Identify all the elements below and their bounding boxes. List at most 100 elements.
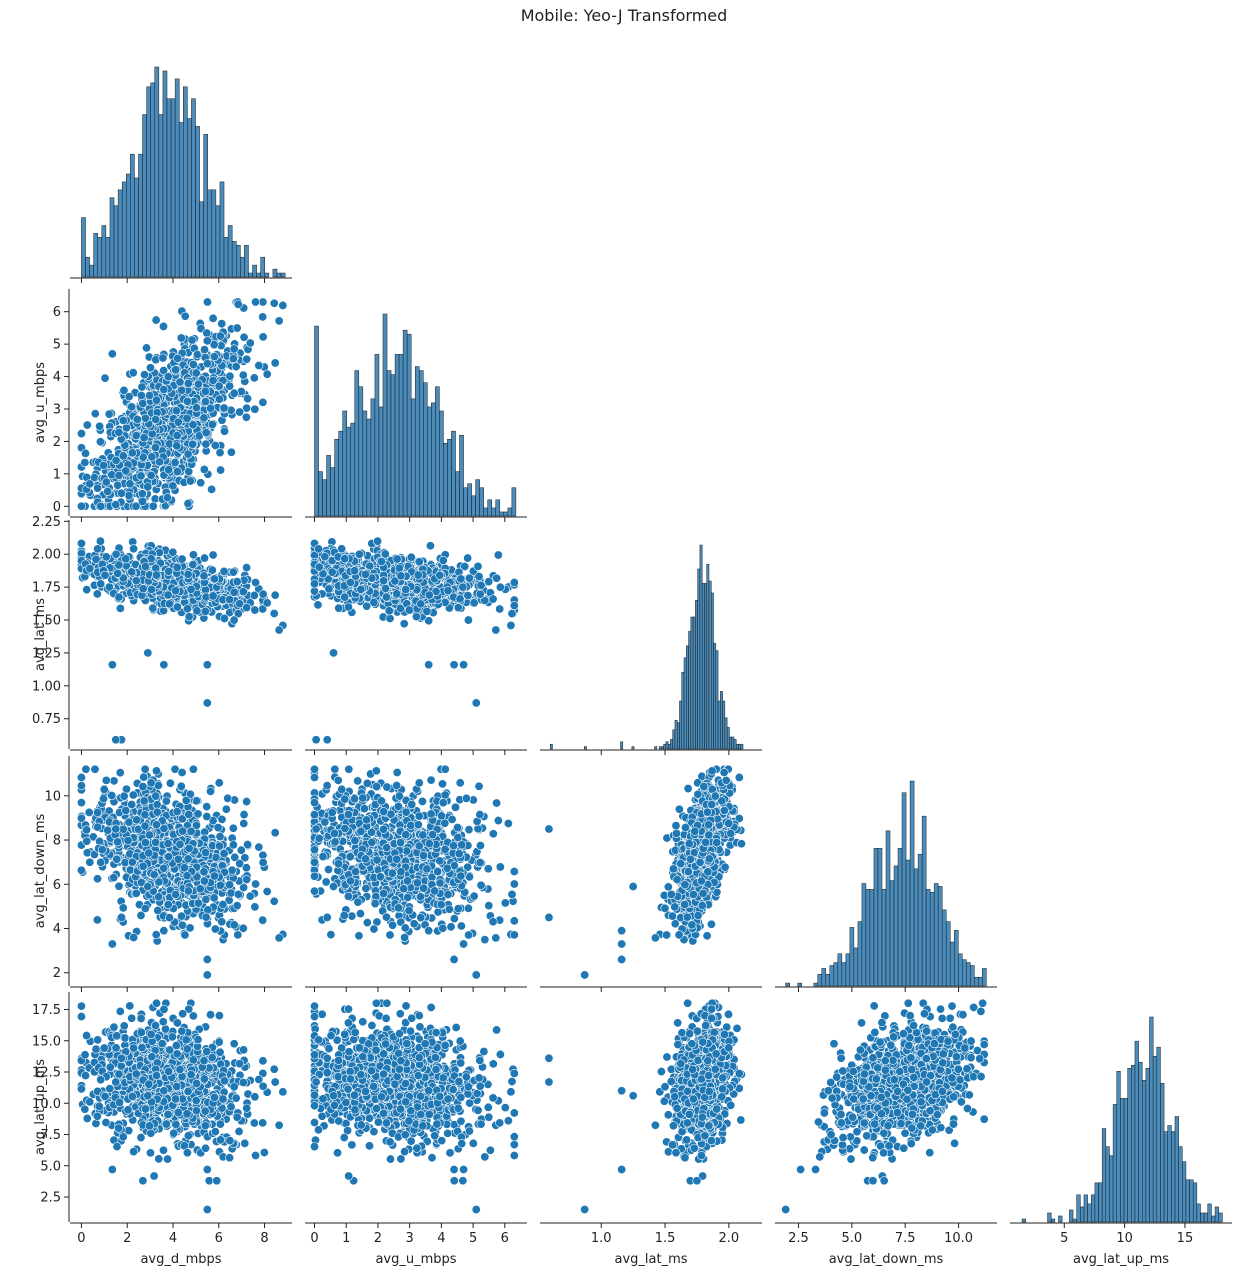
hist-bar-avg_d_mbps bbox=[130, 153, 135, 278]
scatter-point bbox=[219, 403, 229, 413]
scatter-point bbox=[96, 501, 106, 511]
scatter-point bbox=[124, 392, 134, 402]
hist-bar-avg_d_mbps bbox=[154, 66, 160, 278]
y-tick-label: 2.00 bbox=[32, 548, 61, 563]
hist-bar-avg_u_mbps bbox=[378, 406, 384, 517]
scatter-point bbox=[140, 413, 150, 423]
scatter-point bbox=[369, 597, 379, 607]
scatter-point bbox=[200, 386, 210, 396]
scatter-point bbox=[249, 373, 259, 383]
scatter-point bbox=[151, 395, 161, 405]
scatter-point bbox=[96, 579, 106, 589]
hist-bar-avg_u_mbps bbox=[386, 370, 392, 517]
hist-bar-avg_d_mbps bbox=[97, 237, 103, 278]
scatter-point bbox=[384, 606, 394, 616]
scatter-point bbox=[151, 414, 161, 424]
y-axis-label: avg_lat_ms bbox=[33, 598, 48, 671]
scatter-point bbox=[76, 538, 86, 548]
scatter-point bbox=[93, 808, 103, 818]
hist-bar-avg_d_mbps bbox=[199, 201, 204, 278]
hist-bar-avg_u_mbps bbox=[431, 402, 436, 517]
scatter-point bbox=[188, 360, 198, 370]
scatter-point bbox=[93, 874, 103, 884]
scatter-point bbox=[95, 437, 105, 447]
scatter-point bbox=[201, 912, 211, 922]
scatter-point bbox=[207, 420, 217, 430]
scatter-point bbox=[208, 313, 218, 323]
scatter-point bbox=[183, 854, 193, 864]
scatter-point bbox=[201, 439, 211, 449]
scatter-point bbox=[146, 470, 156, 480]
outlier-point bbox=[159, 385, 169, 395]
scatter-point bbox=[168, 481, 178, 491]
scatter-point bbox=[241, 412, 251, 422]
hist-bar-avg_d_mbps bbox=[280, 272, 286, 278]
hist-bar-avg_d_mbps bbox=[146, 86, 151, 278]
scatter-point bbox=[144, 848, 154, 858]
scatter-point bbox=[103, 825, 113, 835]
hist-bar-avg_d_mbps bbox=[126, 173, 131, 278]
scatter-point bbox=[258, 397, 268, 407]
scatter-point bbox=[147, 452, 157, 462]
hist-bar-avg_lat_ms bbox=[701, 583, 705, 750]
hist-bar-avg_d_mbps bbox=[105, 237, 111, 278]
hist-bar-avg_u_mbps bbox=[398, 354, 404, 517]
scatter-point bbox=[381, 592, 391, 602]
scatter-point bbox=[250, 902, 260, 912]
scatter-point bbox=[188, 420, 198, 430]
scatter-point bbox=[450, 802, 460, 812]
scatter-point bbox=[217, 814, 227, 824]
scatter-point bbox=[95, 536, 105, 546]
outlier-point bbox=[116, 488, 126, 498]
hist-bar-avg_d_mbps bbox=[223, 237, 229, 278]
scatter-point bbox=[101, 775, 111, 785]
hist-bar-avg_lat_ms bbox=[686, 645, 689, 750]
scatter-point bbox=[406, 552, 416, 562]
scatter-point bbox=[180, 930, 190, 940]
scatter-point bbox=[172, 807, 182, 817]
hist-bar-avg_u_mbps bbox=[451, 430, 456, 517]
hist-bar-avg_d_mbps bbox=[121, 181, 127, 278]
hist-bar-avg_d_mbps bbox=[183, 86, 188, 278]
hist-bar-avg_d_mbps bbox=[101, 225, 107, 278]
scatter-point bbox=[176, 781, 186, 791]
scatter-point bbox=[269, 896, 279, 906]
scatter-point bbox=[121, 554, 131, 564]
scatter-point bbox=[101, 552, 111, 562]
outlier-point bbox=[202, 698, 212, 708]
hist-bar-avg_lat_ms bbox=[661, 746, 664, 750]
scatter-point bbox=[114, 560, 124, 570]
scatter-point bbox=[90, 764, 100, 774]
hist-bar-avg_u_mbps bbox=[382, 313, 388, 517]
panel-avg_lat_ms-vs-avg_u_mbps bbox=[310, 536, 519, 745]
hist-bar-avg_lat_ms bbox=[738, 743, 741, 750]
scatter-point bbox=[173, 417, 183, 427]
hist-bar-avg_u_mbps bbox=[358, 386, 364, 517]
hist-bar-avg_lat_ms bbox=[697, 568, 701, 750]
scatter-point bbox=[199, 867, 209, 877]
hist-bar-avg_u_mbps bbox=[366, 418, 372, 517]
hist-bar-avg_d_mbps bbox=[215, 205, 221, 278]
scatter-point bbox=[80, 458, 90, 468]
scatter-point bbox=[154, 877, 164, 887]
scatter-point bbox=[152, 807, 162, 817]
y-tick-label: 2 bbox=[53, 435, 61, 450]
scatter-point bbox=[165, 778, 175, 788]
scatter-point bbox=[182, 871, 192, 881]
scatter-point bbox=[213, 823, 223, 833]
scatter-point bbox=[100, 373, 110, 383]
scatter-point bbox=[258, 857, 268, 867]
scatter-point bbox=[413, 570, 423, 580]
scatter-point bbox=[184, 612, 194, 622]
scatter-point bbox=[492, 573, 502, 583]
scatter-point bbox=[201, 428, 211, 438]
scatter-point bbox=[238, 587, 248, 597]
outlier-point bbox=[202, 954, 212, 964]
scatter-point bbox=[139, 796, 149, 806]
scatter-point bbox=[394, 563, 404, 573]
scatter-point bbox=[475, 589, 485, 599]
scatter-point bbox=[243, 840, 253, 850]
scatter-point bbox=[178, 920, 188, 930]
y-tick-label: 1.75 bbox=[32, 581, 61, 596]
hist-bar-avg_u_mbps bbox=[314, 325, 319, 517]
